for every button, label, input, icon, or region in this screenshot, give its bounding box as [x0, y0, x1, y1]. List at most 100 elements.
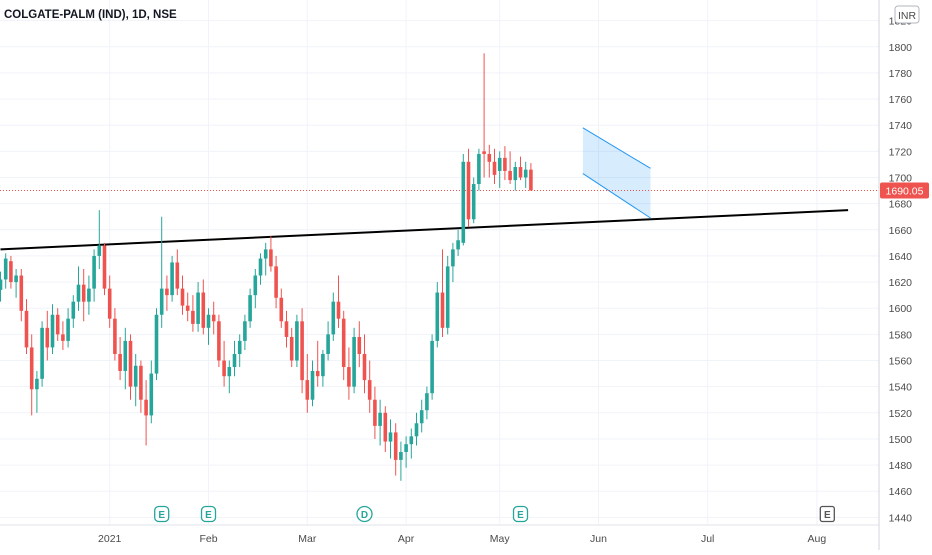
candle[interactable] [466, 148, 471, 228]
candle[interactable] [435, 282, 440, 348]
candle[interactable] [175, 249, 180, 296]
last-price-badge[interactable] [880, 182, 929, 199]
candle[interactable] [232, 340, 237, 377]
candle[interactable] [191, 295, 195, 332]
candle[interactable] [383, 406, 388, 453]
candle[interactable] [237, 334, 242, 368]
candle[interactable] [253, 269, 258, 309]
candle[interactable] [367, 360, 372, 413]
candle[interactable] [170, 255, 174, 302]
candle[interactable] [9, 255, 13, 289]
candle[interactable] [274, 255, 278, 309]
candle[interactable] [29, 334, 34, 416]
candle[interactable] [331, 292, 336, 341]
candle[interactable] [341, 310, 346, 381]
candle[interactable] [487, 144, 492, 178]
candle[interactable] [248, 288, 252, 328]
candle[interactable] [133, 353, 138, 407]
candle[interactable] [185, 292, 190, 322]
candle[interactable] [76, 266, 81, 311]
candle[interactable] [414, 412, 419, 446]
candle[interactable] [180, 275, 185, 315]
candle[interactable] [477, 148, 481, 191]
candle[interactable] [71, 295, 76, 328]
candle[interactable] [425, 386, 429, 420]
channel-lower-line[interactable] [582, 173, 651, 219]
candle[interactable] [269, 236, 273, 272]
candle[interactable] [61, 321, 65, 351]
candle[interactable] [388, 419, 393, 459]
candle[interactable] [393, 423, 398, 476]
candle[interactable] [352, 327, 356, 394]
candle[interactable] [315, 340, 320, 387]
candle[interactable] [113, 308, 117, 361]
candle[interactable] [430, 334, 434, 400]
support-trendline[interactable] [0, 209, 849, 251]
candle[interactable] [45, 310, 50, 361]
candle[interactable] [81, 269, 86, 322]
currency-badge[interactable] [894, 5, 920, 24]
candles[interactable] [0, 53, 533, 481]
candle[interactable] [123, 327, 128, 390]
candle[interactable] [14, 269, 18, 298]
candle[interactable] [497, 151, 502, 188]
candle[interactable] [409, 428, 414, 459]
candle[interactable] [206, 308, 211, 345]
candle[interactable] [211, 301, 216, 335]
candle[interactable] [107, 275, 112, 328]
earnings-marker[interactable] [200, 505, 217, 523]
candle[interactable] [102, 242, 107, 296]
channel-fill[interactable] [582, 127, 651, 218]
candle[interactable] [289, 327, 294, 368]
channel-upper-line[interactable] [582, 127, 651, 169]
candle[interactable] [243, 314, 247, 351]
earnings-marker-upcoming[interactable] [819, 505, 835, 523]
candle[interactable] [508, 151, 512, 185]
candle[interactable] [92, 249, 96, 302]
candle[interactable] [503, 146, 507, 181]
candle[interactable] [378, 399, 382, 446]
candle[interactable] [159, 216, 164, 328]
candle[interactable] [222, 340, 226, 387]
candle[interactable] [362, 334, 367, 394]
candle[interactable] [399, 441, 403, 481]
candle[interactable] [227, 360, 232, 394]
candle[interactable] [3, 253, 8, 289]
candle[interactable] [295, 314, 299, 368]
candle[interactable] [19, 269, 24, 322]
candle[interactable] [419, 399, 424, 433]
candle[interactable] [50, 304, 55, 354]
candle[interactable] [149, 360, 154, 424]
candle[interactable] [66, 308, 70, 348]
candle[interactable] [118, 336, 122, 381]
price-axis[interactable]: 1440 1460 1480 1500 1520 1540 1560 1580 1600 1620… [880, 16, 929, 525]
candle[interactable] [445, 255, 450, 335]
candle[interactable] [165, 275, 169, 311]
candle[interactable] [326, 321, 330, 361]
candle[interactable] [196, 282, 200, 332]
candle[interactable] [440, 249, 445, 337]
candle[interactable] [217, 314, 221, 368]
candle[interactable] [279, 288, 284, 328]
earnings-marker[interactable] [154, 505, 170, 523]
earnings-marker[interactable] [512, 505, 529, 523]
candle[interactable] [404, 436, 408, 468]
candle[interactable] [321, 350, 325, 387]
candle[interactable] [523, 161, 528, 188]
candle[interactable] [518, 156, 523, 181]
candle[interactable] [471, 177, 476, 224]
candle[interactable] [347, 347, 351, 400]
candle[interactable] [201, 279, 206, 335]
candle[interactable] [139, 360, 143, 413]
candle[interactable] [87, 275, 91, 315]
candle[interactable] [154, 308, 159, 381]
candle[interactable] [529, 163, 533, 191]
candle[interactable] [373, 386, 377, 439]
candle[interactable] [35, 370, 39, 413]
candle[interactable] [357, 321, 362, 368]
candle[interactable] [144, 380, 148, 446]
candle[interactable] [24, 299, 29, 354]
